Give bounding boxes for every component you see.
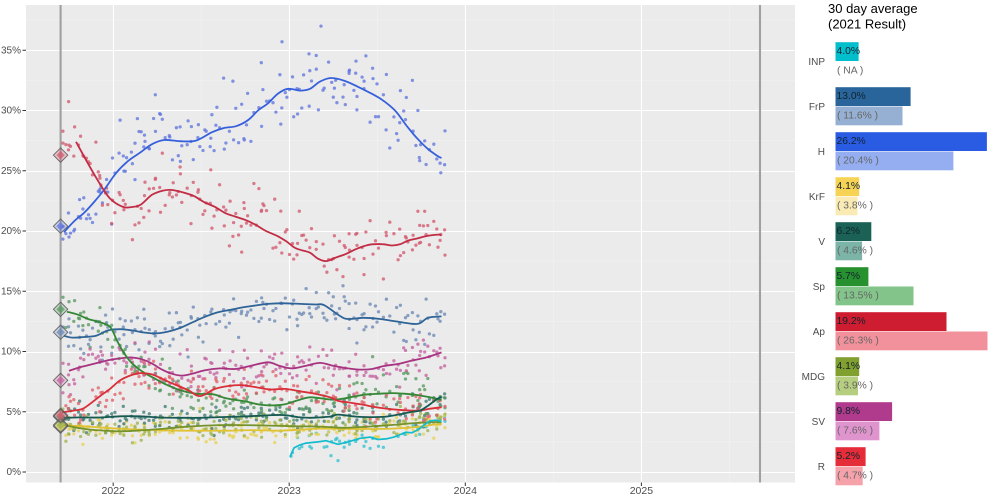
- svg-text:R: R: [818, 462, 825, 473]
- svg-text:( 3.9% ): ( 3.9% ): [837, 381, 873, 392]
- svg-text:Sp: Sp: [813, 282, 826, 293]
- svg-text:30 day average: 30 day average: [828, 1, 918, 16]
- svg-text:10%: 10%: [1, 347, 21, 358]
- svg-text:4.1%: 4.1%: [837, 181, 860, 192]
- svg-text:35%: 35%: [1, 46, 21, 57]
- svg-text:5%: 5%: [7, 407, 22, 418]
- svg-text:5.7%: 5.7%: [837, 271, 860, 282]
- svg-text:5.2%: 5.2%: [837, 451, 860, 462]
- svg-text:INP: INP: [808, 57, 825, 68]
- svg-text:H: H: [818, 147, 825, 158]
- svg-text:KrF: KrF: [809, 192, 825, 203]
- svg-text:30%: 30%: [1, 106, 21, 117]
- svg-text:6.2%: 6.2%: [837, 226, 860, 237]
- svg-text:( 13.5% ): ( 13.5% ): [837, 291, 879, 302]
- svg-text:26.2%: 26.2%: [837, 136, 866, 147]
- svg-text:( 20.4% ): ( 20.4% ): [837, 156, 879, 167]
- svg-text:20%: 20%: [1, 226, 21, 237]
- svg-text:( 3.8% ): ( 3.8% ): [837, 201, 873, 212]
- svg-text:( NA ): ( NA ): [837, 66, 863, 77]
- svg-text:2025: 2025: [630, 485, 654, 497]
- svg-text:19.2%: 19.2%: [837, 316, 866, 327]
- svg-text:4.1%: 4.1%: [837, 361, 860, 372]
- svg-text:13.0%: 13.0%: [837, 91, 866, 102]
- svg-text:9.8%: 9.8%: [837, 406, 860, 417]
- svg-text:( 4.7% ): ( 4.7% ): [837, 471, 873, 482]
- svg-text:4.0%: 4.0%: [837, 46, 860, 57]
- svg-text:MDG: MDG: [802, 372, 826, 383]
- svg-text:0%: 0%: [7, 467, 22, 478]
- svg-text:( 26.3% ): ( 26.3% ): [837, 336, 879, 347]
- svg-text:2023: 2023: [278, 485, 302, 497]
- svg-text:( 7.6% ): ( 7.6% ): [837, 426, 873, 437]
- svg-text:2022: 2022: [102, 485, 126, 497]
- svg-text:FrP: FrP: [809, 102, 825, 113]
- svg-text:15%: 15%: [1, 286, 21, 297]
- svg-text:(2021 Result): (2021 Result): [828, 17, 906, 32]
- svg-text:V: V: [818, 237, 825, 248]
- svg-text:2024: 2024: [454, 485, 478, 497]
- svg-text:Ap: Ap: [813, 327, 826, 338]
- svg-text:( 4.6% ): ( 4.6% ): [837, 246, 873, 257]
- svg-text:( 11.6% ): ( 11.6% ): [837, 111, 878, 122]
- svg-text:SV: SV: [812, 417, 826, 428]
- svg-text:25%: 25%: [1, 166, 21, 177]
